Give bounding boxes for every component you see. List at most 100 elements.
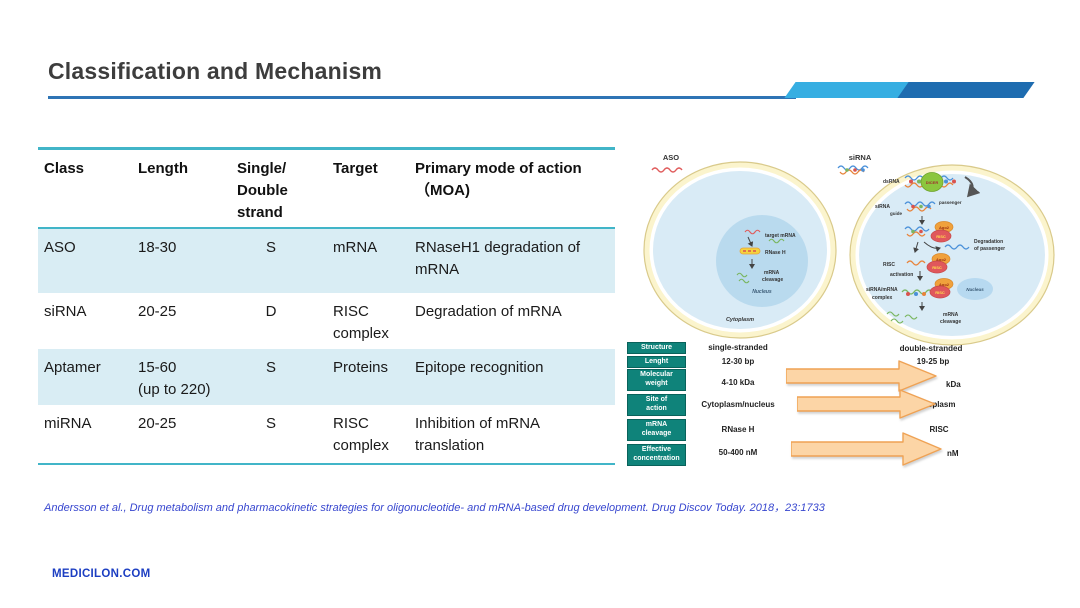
sirna-cleavage-label-2: cleavage bbox=[940, 319, 961, 325]
sirna-mrna-complex-strand bbox=[901, 289, 933, 295]
cmp-label-structure: Structure bbox=[627, 342, 686, 354]
target-mrna-strand bbox=[768, 238, 785, 244]
aso-cleavage-label-1: mRNA bbox=[764, 270, 780, 276]
aso-label: ASO bbox=[663, 153, 679, 162]
table-row-mirna: miRNA 20-25 S RISC complex Inhibition of… bbox=[38, 405, 615, 465]
mrna-fragment bbox=[890, 318, 904, 324]
dicer-enzyme bbox=[920, 172, 944, 192]
cmp-label-length: Lenght bbox=[627, 356, 686, 368]
cmp-label-site-of-action: Site of action bbox=[627, 394, 686, 416]
cmp-label-mrna-cleavage: mRNA cleavage bbox=[627, 419, 686, 441]
passenger-label: passenger bbox=[939, 200, 962, 205]
medicilon-logo: MEDICILON.COM bbox=[52, 568, 151, 580]
cmp-double-length: 19-25 bp bbox=[916, 357, 950, 366]
degradation-label-2: of passenger bbox=[974, 246, 1005, 252]
sirna-nucleus-label: Nucleus bbox=[966, 287, 984, 292]
sirna-cell-cytoplasm bbox=[859, 174, 1045, 336]
cell-strand: D bbox=[265, 303, 277, 321]
orange-arrow-1 bbox=[786, 360, 937, 392]
cmp-double-structure: double-stranded bbox=[899, 344, 963, 353]
complex-label-1: siRNA/mRNA bbox=[866, 287, 898, 293]
col-header-class: Class bbox=[44, 160, 85, 177]
inner-sirna-label: siRNA bbox=[875, 204, 890, 210]
cmp-single-structure: single-stranded bbox=[708, 343, 768, 352]
sirna-cell: Nucleus siRNA dsRNA DICER siRNA guide bbox=[837, 153, 1055, 346]
curved-arrow bbox=[964, 176, 981, 198]
cell-moa: RNaseH1 degradation of mRNA bbox=[415, 239, 581, 278]
svg-text:Ago2: Ago2 bbox=[936, 257, 947, 262]
cmp-single-weight: 4-10 kDa bbox=[721, 378, 755, 387]
cell-length: 18-30 bbox=[138, 239, 177, 257]
cell-target: Proteins bbox=[333, 359, 389, 377]
cell-target: mRNA bbox=[333, 239, 378, 257]
aso-nucleus-label: Nucleus bbox=[752, 289, 772, 295]
sirna-cleavage-label-1: mRNA bbox=[943, 312, 959, 318]
risc-loading-strand bbox=[904, 226, 930, 232]
cmp-double-cleavage: RISC bbox=[929, 425, 949, 434]
classification-table: Class Length Single/ Double strand Targe… bbox=[38, 147, 615, 465]
header-accent-light-parallelogram bbox=[784, 82, 914, 98]
complex-label-2: complex bbox=[872, 295, 893, 301]
cytoplasm-label: Cytoplasm bbox=[726, 317, 754, 323]
risc-activation-label-2: activation bbox=[890, 272, 913, 278]
cell-length: 15-60 (up to 220) bbox=[138, 359, 211, 398]
orange-arrow-2 bbox=[797, 389, 936, 419]
dsrna-label: dsRNA bbox=[883, 179, 900, 185]
cmp-single-concentration: 50-400 nM bbox=[718, 448, 758, 457]
cmp-label-molecular-weight: Molecular weight bbox=[627, 369, 686, 391]
cell-strand: S bbox=[265, 359, 276, 377]
rnase-h-label: RNase H bbox=[765, 250, 786, 256]
header-accent-dark-parallelogram bbox=[897, 82, 1035, 98]
page-title: Classification and Mechanism bbox=[48, 58, 383, 84]
cell-class: Aptamer bbox=[44, 359, 101, 377]
cmp-double-weight: kDa bbox=[946, 380, 961, 389]
aso-strand-icon bbox=[651, 167, 683, 173]
citation-text: Andersson et al., Drug metabolism and ph… bbox=[44, 502, 825, 514]
risc-complex-blob bbox=[930, 229, 952, 243]
mrna-fragment bbox=[886, 311, 900, 317]
cmp-double-concentration: nM bbox=[947, 449, 959, 458]
risc-complex-blob bbox=[926, 260, 948, 274]
cell-class: ASO bbox=[44, 239, 76, 257]
cmp-label-effective-concentration: Effective concentration bbox=[627, 444, 686, 466]
table-header-row: Class Length Single/ Double strand Targe… bbox=[38, 150, 615, 230]
table-row-sirna: siRNA 20-25 D RISC complex Degradation o… bbox=[38, 293, 615, 349]
arrow-to-duplex bbox=[747, 236, 754, 247]
cell-moa: Inhibition of mRNA translation bbox=[415, 414, 540, 454]
col-header-target: Target bbox=[333, 160, 378, 177]
svg-text:RISC: RISC bbox=[932, 265, 942, 270]
cell-strand: S bbox=[265, 414, 276, 432]
risc-complex-blob bbox=[929, 285, 951, 299]
cell-moa: Degradation of mRNA bbox=[415, 303, 562, 321]
cell-class: miRNA bbox=[44, 414, 92, 432]
sirna-label: siRNA bbox=[849, 153, 872, 162]
aso-cell: ASO target mRNA RNase H mRNA cleavage Nu… bbox=[643, 153, 837, 339]
svg-text:RISC: RISC bbox=[935, 290, 945, 295]
ago2-label: Ago2 bbox=[939, 225, 950, 230]
dicer-label: DICER bbox=[926, 180, 939, 185]
title-underline bbox=[48, 96, 796, 99]
mrna-fragment bbox=[736, 272, 748, 278]
orange-arrow-3 bbox=[791, 432, 942, 466]
mechanism-diagram: ASO target mRNA RNase H mRNA cleavage Nu… bbox=[643, 153, 1055, 346]
cell-class: siRNA bbox=[44, 303, 87, 321]
mrna-fragment bbox=[904, 314, 918, 320]
cmp-single-site: Cytoplasm/nucleus bbox=[701, 400, 775, 409]
cmp-single-cleavage: RNase H bbox=[721, 425, 755, 434]
aso-strand-in-cell bbox=[744, 229, 761, 235]
guide-label: guide bbox=[890, 211, 902, 216]
passenger-strand-degraded bbox=[944, 244, 970, 250]
table-row-aso: ASO 18-30 S mRNA RNaseH1 degradation of … bbox=[38, 229, 615, 294]
mrna-fragment bbox=[738, 278, 750, 284]
cell-length: 20-25 bbox=[138, 414, 177, 432]
guide-strand bbox=[904, 201, 936, 207]
sirna-cell-nucleus bbox=[957, 278, 993, 300]
table-row-aptamer: Aptamer 15-60 (up to 220) S Proteins Epi… bbox=[38, 349, 615, 405]
cell-target: RISC complex bbox=[333, 303, 389, 342]
cmp-single-length: 12-30 bp bbox=[721, 357, 755, 366]
target-mrna-label: target mRNA bbox=[765, 233, 796, 239]
aso-cell-nucleus bbox=[716, 215, 808, 307]
cell-target: RISC complex bbox=[333, 414, 389, 454]
cell-length: 20-25 bbox=[138, 303, 177, 321]
